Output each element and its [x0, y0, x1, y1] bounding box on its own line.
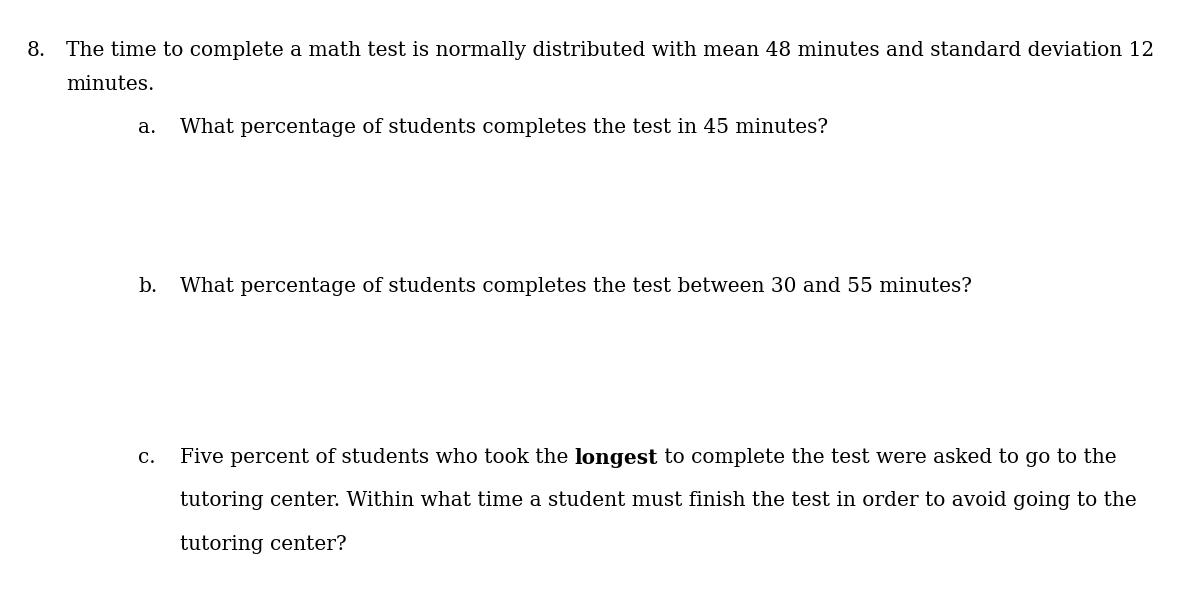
Text: Five percent of students who took the: Five percent of students who took the: [180, 448, 575, 467]
Text: to complete the test were asked to go to the: to complete the test were asked to go to…: [658, 448, 1117, 467]
Text: minutes.: minutes.: [66, 75, 155, 94]
Text: longest: longest: [575, 448, 658, 468]
Text: b.: b.: [138, 277, 157, 296]
Text: 8.: 8.: [26, 41, 46, 60]
Text: What percentage of students completes the test between 30 and 55 minutes?: What percentage of students completes th…: [180, 277, 972, 296]
Text: tutoring center. Within what time a student must finish the test in order to avo: tutoring center. Within what time a stud…: [180, 491, 1136, 510]
Text: a.: a.: [138, 118, 156, 137]
Text: The time to complete a math test is normally distributed with mean 48 minutes an: The time to complete a math test is norm…: [66, 41, 1154, 60]
Text: What percentage of students completes the test in 45 minutes?: What percentage of students completes th…: [180, 118, 828, 137]
Text: tutoring center?: tutoring center?: [180, 535, 347, 553]
Text: c.: c.: [138, 448, 156, 467]
